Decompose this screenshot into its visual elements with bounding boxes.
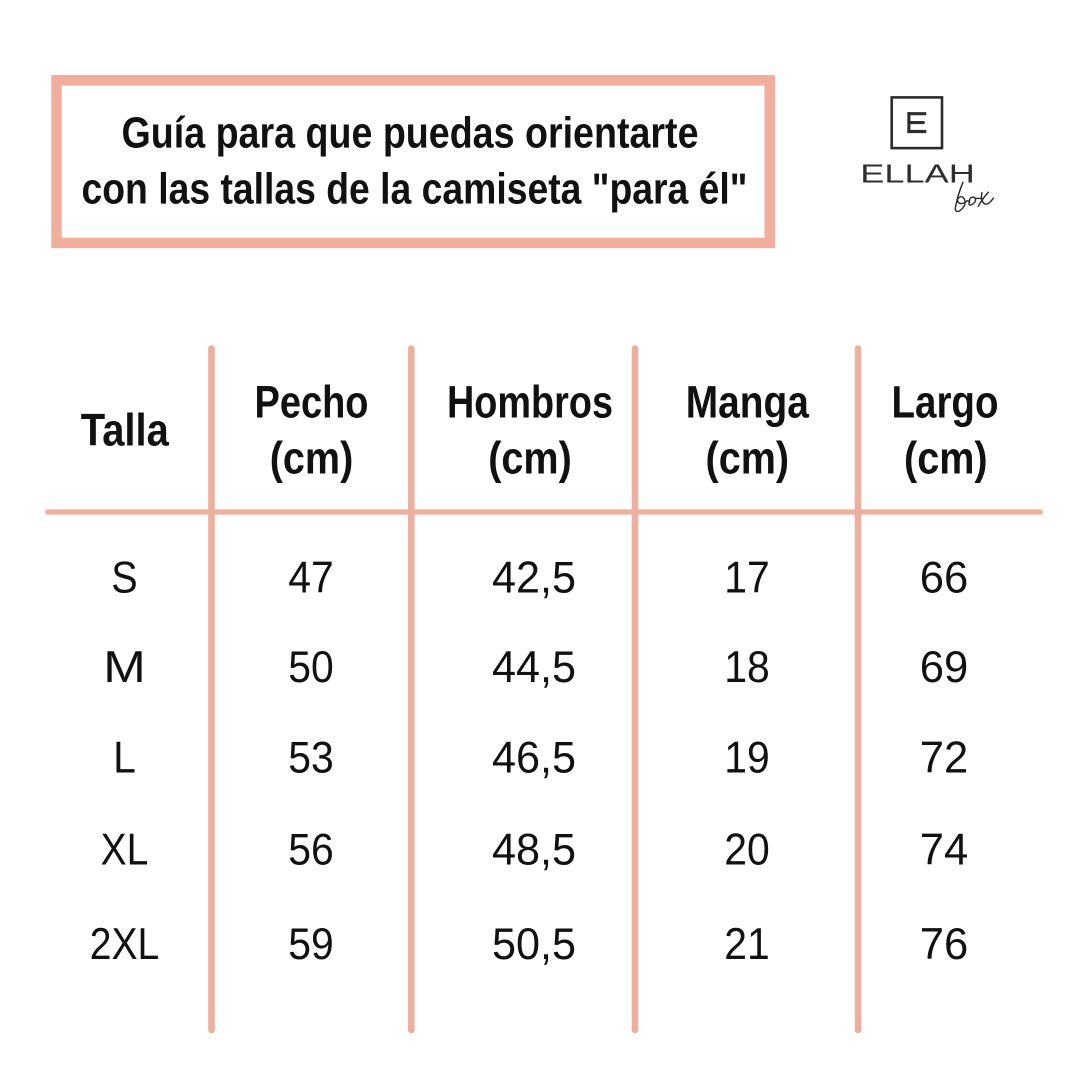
svg-text:20: 20 bbox=[724, 826, 770, 875]
svg-text:(cm): (cm) bbox=[904, 432, 988, 483]
svg-text:53: 53 bbox=[288, 734, 334, 783]
svg-text:50: 50 bbox=[288, 643, 334, 692]
svg-text:L: L bbox=[113, 734, 136, 783]
svg-text:18: 18 bbox=[724, 643, 770, 692]
svg-text:Guía para que puedas orientart: Guía para que puedas orientarte bbox=[122, 109, 699, 158]
svg-text:21: 21 bbox=[724, 920, 770, 969]
svg-text:47: 47 bbox=[288, 554, 334, 603]
svg-text:66: 66 bbox=[920, 554, 969, 603]
svg-text:17: 17 bbox=[724, 554, 770, 603]
svg-text:Hombros: Hombros bbox=[447, 376, 613, 427]
svg-text:50,5: 50,5 bbox=[492, 920, 576, 969]
svg-text:con las tallas de la camiseta: con las tallas de la camiseta "para él" bbox=[82, 164, 748, 213]
svg-text:Pecho: Pecho bbox=[255, 376, 369, 427]
svg-text:(cm): (cm) bbox=[706, 432, 790, 483]
svg-text:74: 74 bbox=[920, 826, 969, 875]
svg-text:S: S bbox=[111, 554, 137, 603]
svg-text:42,5: 42,5 bbox=[492, 554, 576, 603]
svg-text:59: 59 bbox=[288, 920, 334, 969]
svg-text:(cm): (cm) bbox=[270, 432, 354, 483]
svg-text:Largo: Largo bbox=[892, 376, 999, 427]
svg-text:69: 69 bbox=[920, 643, 969, 692]
svg-text:(cm): (cm) bbox=[488, 432, 572, 483]
svg-text:76: 76 bbox=[920, 920, 969, 969]
svg-text:19: 19 bbox=[724, 734, 770, 783]
svg-text:XL: XL bbox=[101, 826, 149, 875]
svg-text:44,5: 44,5 bbox=[492, 643, 576, 692]
svg-text:Talla: Talla bbox=[81, 405, 170, 456]
svg-text:M: M bbox=[103, 643, 146, 692]
svg-text:72: 72 bbox=[920, 734, 969, 783]
svg-text:48,5: 48,5 bbox=[492, 826, 576, 875]
svg-text:2XL: 2XL bbox=[90, 920, 160, 969]
svg-text:56: 56 bbox=[288, 826, 334, 875]
svg-text:Manga: Manga bbox=[686, 376, 810, 427]
svg-text:ELLAH: ELLAH bbox=[860, 159, 975, 189]
svg-text:46,5: 46,5 bbox=[492, 734, 576, 783]
